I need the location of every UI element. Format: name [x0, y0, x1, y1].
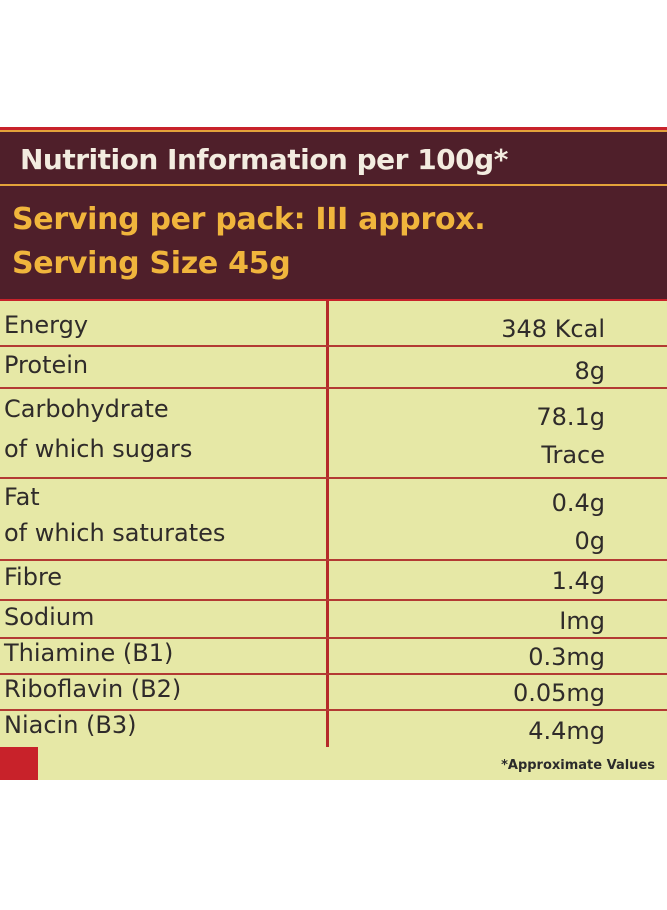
- table-row: Sodium Img: [0, 601, 667, 639]
- nutrient-name: Protein: [4, 351, 89, 379]
- red-frame-corner: [0, 747, 38, 780]
- nutrient-value: 8g: [574, 357, 605, 385]
- table-row: Fat of which saturates 0.4g 0g: [0, 479, 667, 561]
- nutrient-name: Energy: [4, 311, 89, 339]
- nutrient-name: Riboflavin (B2): [4, 675, 182, 703]
- nutrient-subname: of which sugars: [4, 435, 193, 463]
- header-top-rule: [0, 130, 667, 132]
- nutrient-subname: of which saturates: [4, 519, 226, 547]
- nutrient-value: 4.4mg: [528, 717, 605, 745]
- table-row: Fibre 1.4g: [0, 561, 667, 601]
- header-divider-rule: [0, 184, 667, 186]
- label-header: Nutrition Information per 100g* Serving …: [0, 130, 667, 299]
- table-row: Carbohydrate of which sugars 78.1g Trace: [0, 389, 667, 479]
- nutrient-name: Fibre: [4, 563, 63, 591]
- nutrient-subvalue: 0g: [574, 527, 605, 555]
- serving-per-pack: Serving per pack: III approx.: [12, 202, 486, 237]
- nutrient-name: Carbohydrate: [4, 395, 169, 423]
- nutrition-title: Nutrition Information per 100g*: [20, 143, 508, 176]
- nutrition-table: Energy 348 Kcal Protein 8g Carbohydrate …: [0, 301, 667, 747]
- table-row: Thiamine (B1) 0.3mg: [0, 639, 667, 675]
- table-row: Protein 8g: [0, 347, 667, 389]
- nutrient-value: 78.1g: [536, 403, 605, 431]
- nutrient-name: Niacin (B3): [4, 711, 137, 739]
- nutrient-subvalue: Trace: [541, 441, 605, 469]
- nutrient-value: 1.4g: [551, 567, 605, 595]
- nutrient-value: 0.4g: [551, 489, 605, 517]
- footnote-strip: [0, 747, 667, 780]
- serving-size: Serving Size 45g: [12, 246, 291, 281]
- nutrient-value: 0.3mg: [528, 643, 605, 671]
- nutrient-value: 348 Kcal: [501, 315, 605, 343]
- nutrient-value: 0.05mg: [512, 679, 605, 707]
- column-divider: [326, 301, 329, 747]
- table-row: Niacin (B3) 4.4mg: [0, 711, 667, 747]
- approximate-values-note: *Approximate Values: [501, 758, 655, 773]
- nutrient-name: Thiamine (B1): [4, 639, 174, 667]
- nutrient-name: Fat: [4, 483, 40, 511]
- table-row: Energy 348 Kcal: [0, 301, 667, 347]
- nutrition-label: Nutrition Information per 100g* Serving …: [0, 127, 667, 780]
- nutrient-value: Img: [559, 607, 605, 635]
- nutrient-name: Sodium: [4, 603, 95, 631]
- table-row: Riboflavin (B2) 0.05mg: [0, 675, 667, 711]
